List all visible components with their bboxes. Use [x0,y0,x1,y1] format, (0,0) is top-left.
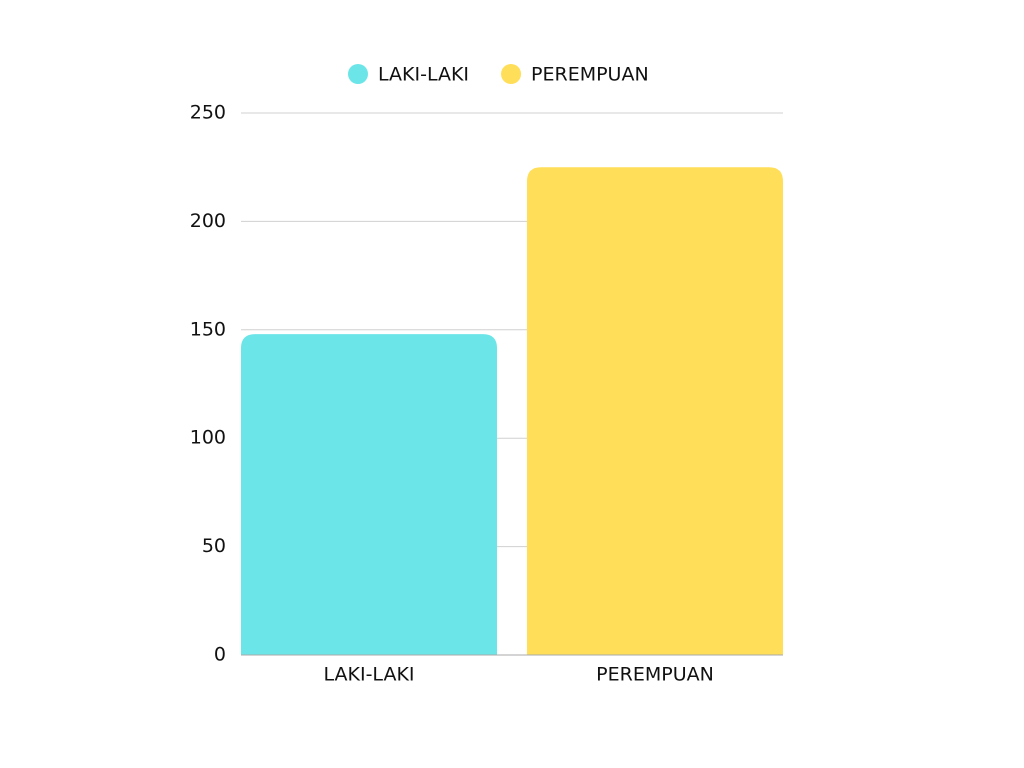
y-tick-label: 200 [190,210,226,232]
bar [527,167,783,655]
legend-label: PEREMPUAN [531,64,649,86]
legend-marker [348,64,368,84]
y-tick-label: 250 [190,102,226,124]
y-tick-label: 150 [190,318,226,340]
legend-marker [501,64,522,84]
legend-label: LAKI-LAKI [378,64,469,86]
y-tick-label: 0 [214,644,226,666]
x-tick-label: PEREMPUAN [596,664,714,686]
y-tick-label: 100 [190,427,226,449]
x-tick-label: LAKI-LAKI [323,664,414,686]
bar [241,334,497,655]
y-tick-label: 50 [202,535,226,557]
